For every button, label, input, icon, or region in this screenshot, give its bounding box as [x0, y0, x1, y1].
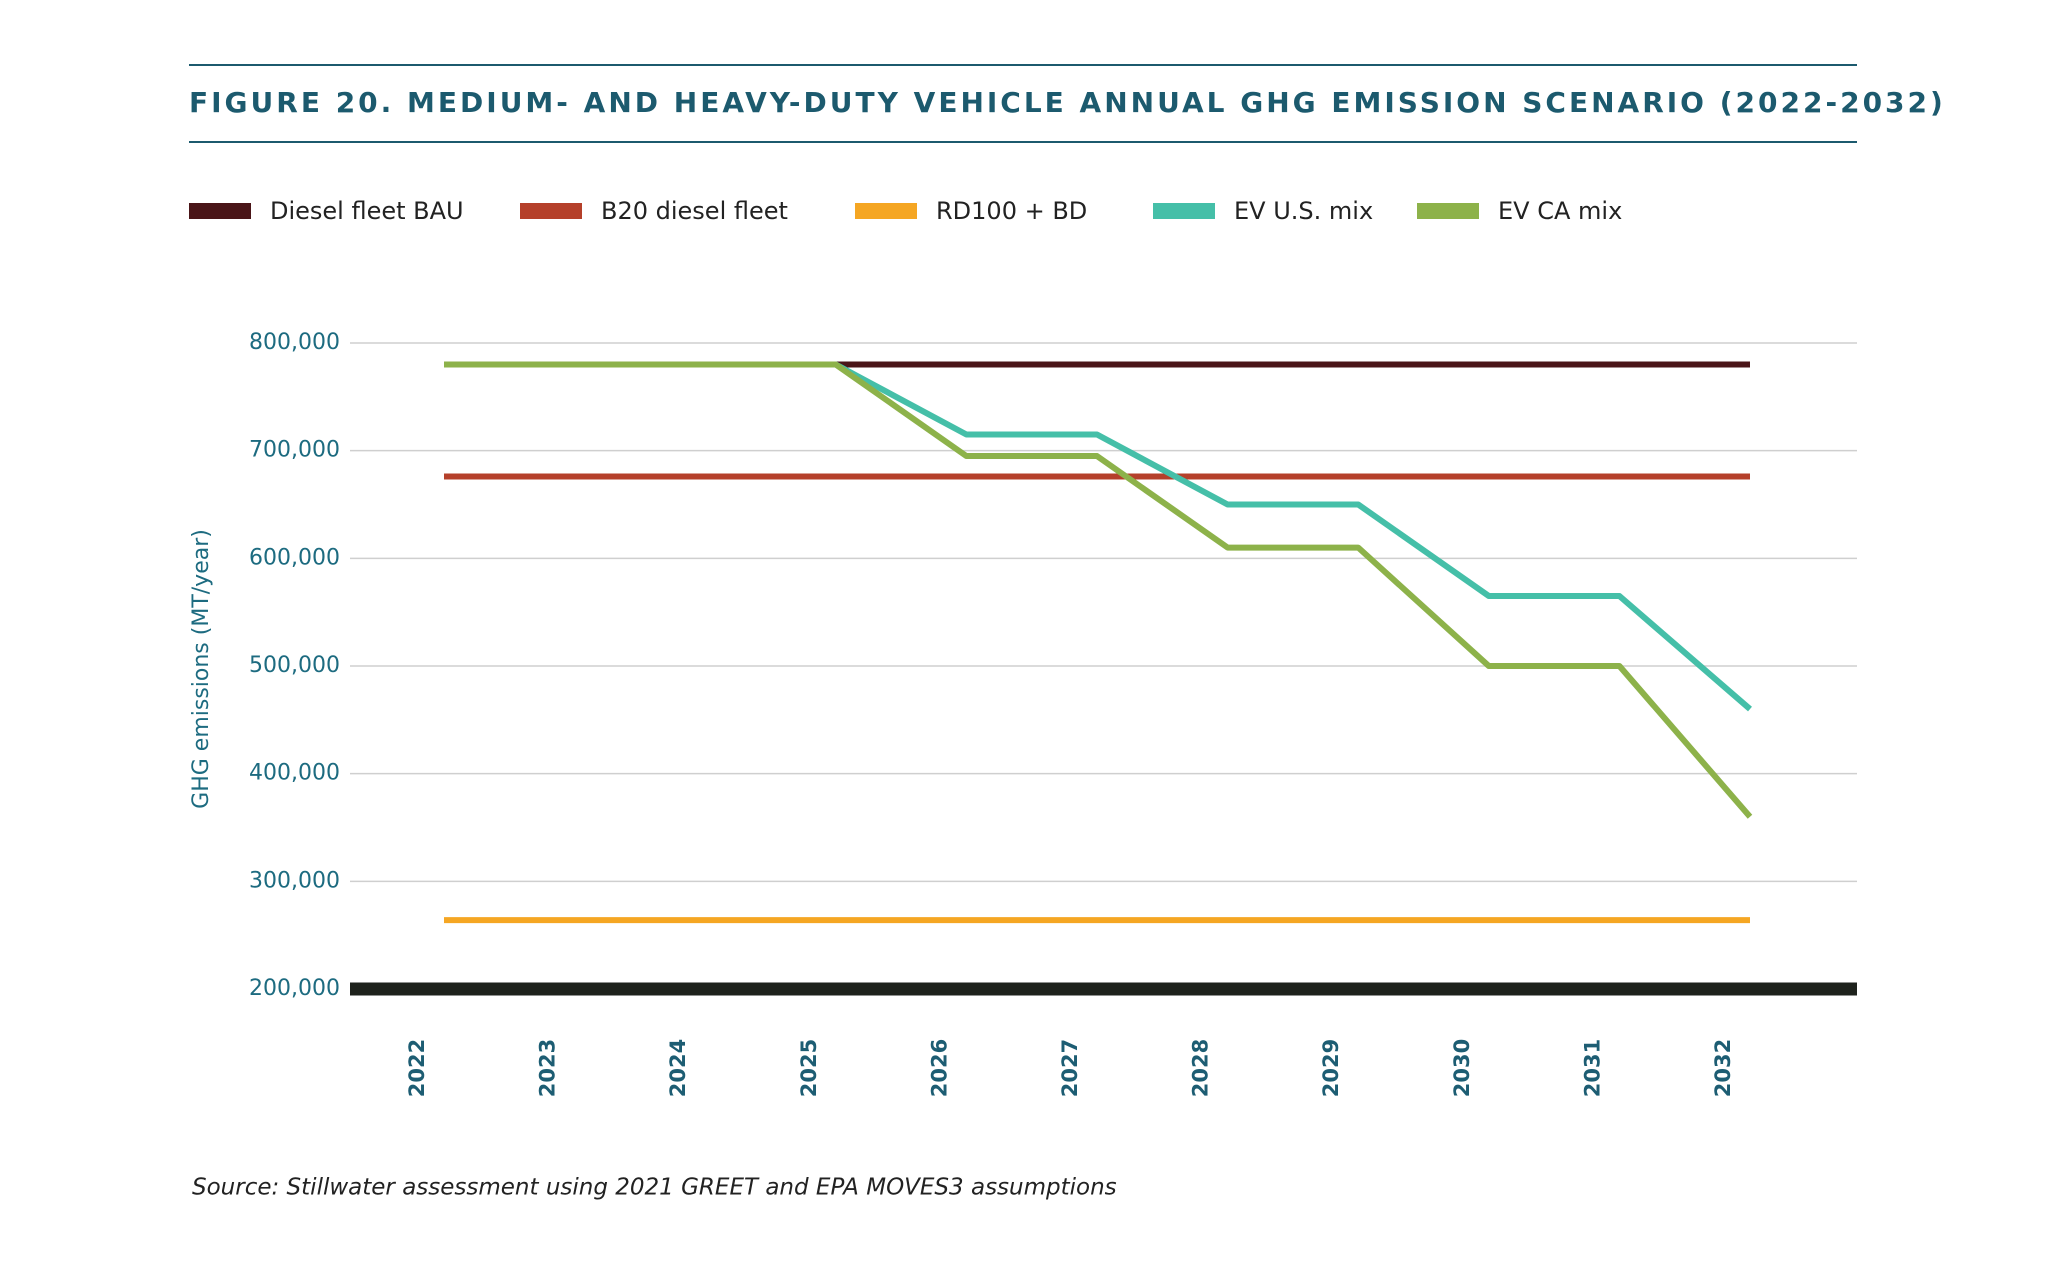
- x-tick-label: 2024: [666, 1039, 690, 1097]
- x-tick-label: 2032: [1711, 1039, 1735, 1097]
- y-tick-label: 700,000: [249, 438, 340, 463]
- x-tick-label: 2030: [1450, 1039, 1474, 1097]
- legend-swatch: [1417, 203, 1479, 219]
- y-tick-label: 400,000: [249, 761, 340, 786]
- source-note: Source: Stillwater assessment using 2021…: [192, 1175, 1117, 1201]
- x-tick-label: 2022: [405, 1039, 429, 1097]
- y-tick-label: 800,000: [249, 330, 340, 355]
- y-axis-title: GHG emissions (MT/year): [189, 529, 214, 809]
- y-tick-label: 300,000: [249, 868, 340, 893]
- series-line: [444, 361, 1752, 712]
- x-tick-label: 2028: [1189, 1039, 1213, 1097]
- chart-title: FIGURE 20. MEDIUM- AND HEAVY-DUTY VEHICL…: [189, 86, 1946, 119]
- legend-label: EV CA mix: [1498, 197, 1622, 225]
- series-line: [444, 361, 1753, 819]
- legend-swatch: [520, 203, 582, 219]
- legend-label: B20 diesel fleet: [601, 197, 788, 225]
- legend-label: EV U.S. mix: [1234, 197, 1373, 225]
- x-tick-label: 2025: [797, 1039, 821, 1097]
- x-tick-label: 2023: [536, 1039, 560, 1097]
- legend-swatch: [189, 203, 251, 219]
- x-tick-label: 2029: [1319, 1039, 1343, 1097]
- legend-label: Diesel fleet BAU: [270, 197, 464, 225]
- legend-swatch: [1153, 203, 1215, 219]
- legend-label: RD100 + BD: [936, 197, 1087, 225]
- y-tick-label: 600,000: [249, 545, 340, 570]
- y-tick-label: 500,000: [249, 653, 340, 678]
- x-tick-label: 2031: [1580, 1039, 1604, 1097]
- y-tick-label: 200,000: [249, 976, 340, 1001]
- x-tick-label: 2026: [927, 1039, 951, 1097]
- x-tick-label: 2027: [1058, 1039, 1082, 1097]
- legend-swatch: [855, 203, 917, 219]
